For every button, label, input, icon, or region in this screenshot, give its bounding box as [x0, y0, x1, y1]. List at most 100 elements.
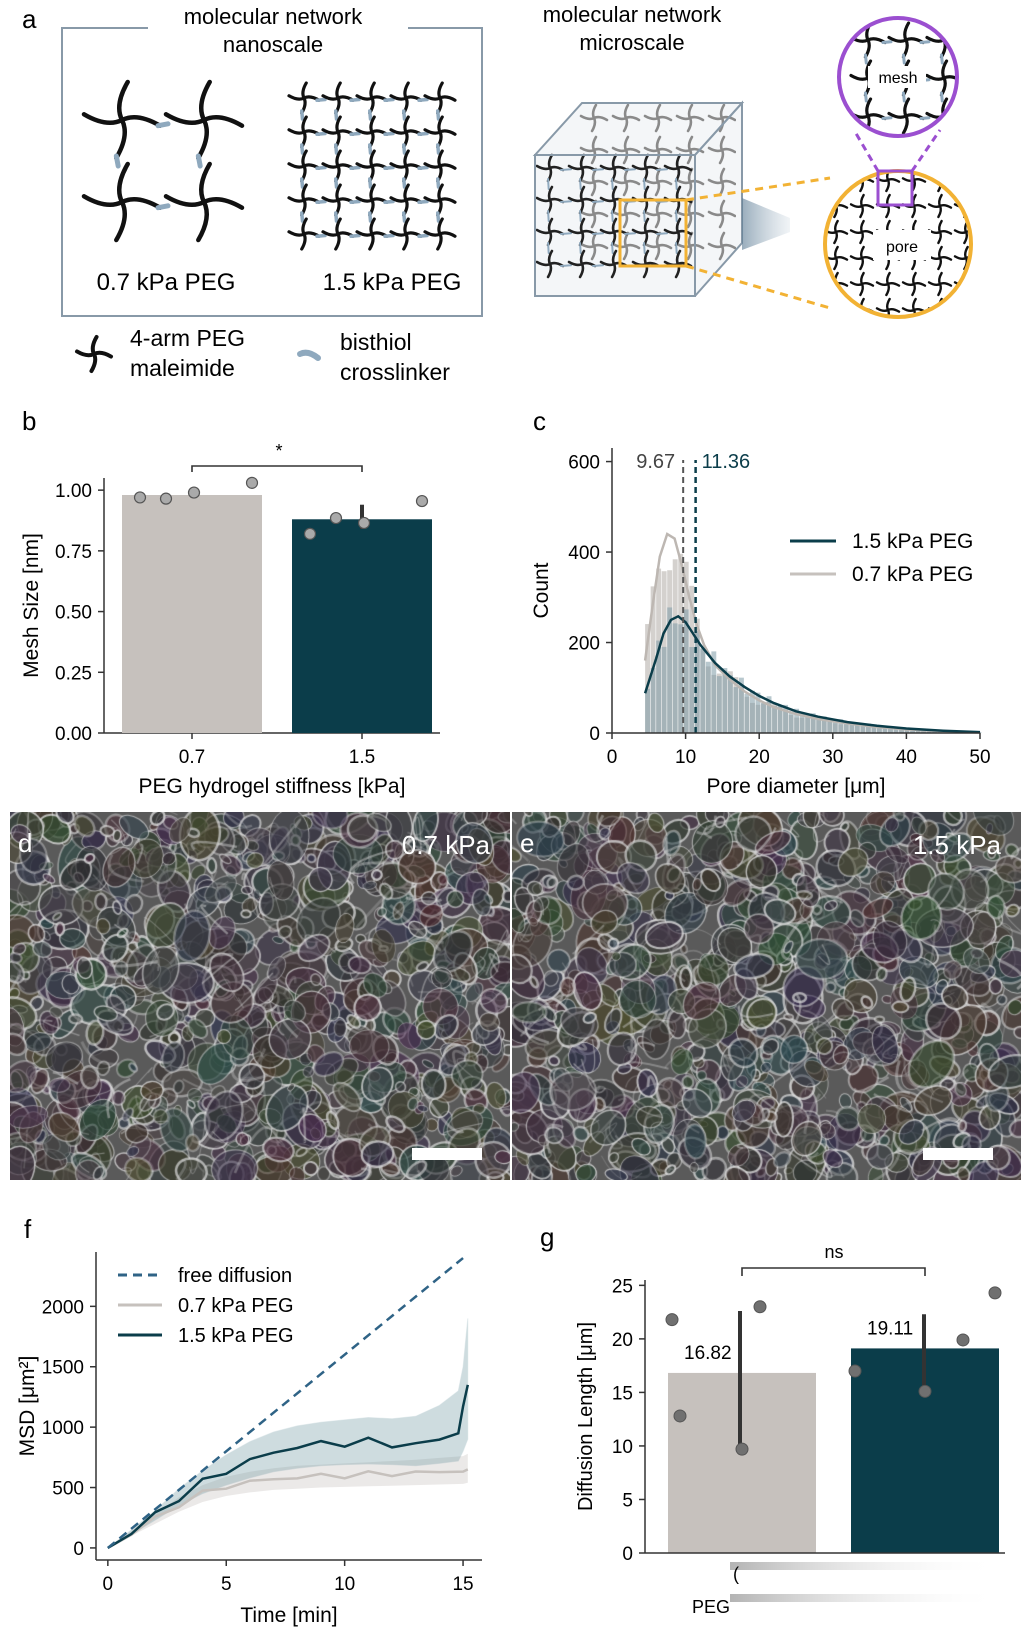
peg-node: [567, 153, 597, 183]
data-point: [329, 511, 343, 525]
data-point: [988, 1286, 1002, 1300]
peg-node: [643, 167, 673, 197]
panel-f-letter: f: [24, 1214, 32, 1244]
peg-node: [611, 231, 641, 261]
peg-node: [643, 103, 673, 133]
crosslinker-link: [579, 178, 582, 190]
hist-bar-stiff: [722, 668, 728, 733]
hist-bar-stiff: [777, 705, 783, 733]
panel-g-letter: g: [540, 1222, 554, 1252]
chart-g-diffusion-length: g 16.82 19.11 0 5 10 15 20 25 ns (PEG Diffusion Len…: [540, 1222, 1005, 1617]
crosslinker-link: [417, 97, 429, 102]
sem-image-soft: d 0.7 kPa: [10, 812, 510, 1180]
y-tick-label: 0.50: [55, 603, 92, 624]
faded-tick-area: [730, 1594, 1000, 1602]
hist-bar-stiff: [661, 646, 667, 733]
peg-node: [849, 245, 875, 271]
crosslinker-link: [592, 264, 604, 267]
sem-texture-stiff: [512, 812, 1021, 1180]
soft-network-label: 0.7 kPa PEG: [97, 269, 236, 296]
peg-node: [631, 217, 661, 247]
nanoscale-box: [61, 27, 483, 317]
y-tick-label: 0: [589, 724, 600, 745]
hist-bar-stiff: [672, 623, 678, 733]
x-tick-label: 0.7: [179, 747, 205, 768]
chart-b-mesh-size: b 0.00 0.25 0.50 0.75 1.00 0.7 1.5 * PEG hydrogel…: [20, 406, 440, 798]
x-axis-label: Pore diameter [μm]: [707, 775, 886, 798]
x-tick-label: 15: [452, 1574, 473, 1595]
hist-bar-stiff: [700, 648, 706, 733]
crosslinker-link: [436, 143, 441, 155]
data-point: [159, 492, 173, 505]
stiff-network-diagram: [287, 81, 457, 251]
microscale-cube: [532, 100, 790, 297]
y-axis-label: Diffusion Length [μm]: [575, 1322, 597, 1511]
peg-node: [631, 249, 661, 279]
crosslinker-link: [383, 199, 395, 204]
pore-zoom-circle: pore: [823, 169, 973, 319]
peg-node: [927, 193, 953, 219]
hist-bar-stiff: [656, 640, 662, 733]
y-tick-label: 20: [612, 1330, 633, 1351]
hist-bar-stiff: [689, 647, 695, 733]
crosslinker-link: [155, 203, 171, 211]
crosslinker-link: [315, 97, 327, 102]
peg-node: [875, 271, 901, 297]
median-label-stiff: 11.36: [702, 451, 751, 473]
y-tick-label: 5: [622, 1490, 633, 1511]
y-tick-label: 15: [612, 1383, 633, 1404]
peg-node: [81, 79, 163, 161]
panel-a-letter: a: [22, 4, 37, 34]
legend-label: 1.5 kPa PEG: [178, 1325, 294, 1347]
crosslinker-icon: [297, 349, 321, 361]
data-point: [245, 476, 259, 489]
legend-label: 0.7 kPa PEG: [178, 1295, 294, 1317]
significance-label: ns: [824, 1242, 843, 1262]
panel-a-schematic: a molecular network nanoscale 0.7 kPa PE…: [22, 2, 973, 385]
crosslinker-link: [901, 91, 906, 103]
peg-node: [643, 199, 673, 229]
y-axis-label: Count: [530, 562, 553, 618]
hist-bar-stiff: [738, 677, 744, 733]
y-tick-label: 400: [568, 543, 600, 564]
crosslinker-link: [547, 210, 550, 222]
bar-1.5: [292, 519, 432, 733]
cut-axis-label: PEG: [692, 1597, 730, 1617]
peg-node: [355, 149, 389, 183]
peg-node: [631, 153, 661, 183]
crosslinker-link: [402, 109, 407, 121]
peg-node: [355, 81, 389, 115]
crosslinker-link: [300, 177, 305, 189]
peg-node: [579, 167, 609, 197]
peg-node: [901, 297, 927, 317]
hist-bar-stiff: [694, 631, 700, 733]
y-tick-label: 600: [568, 453, 600, 474]
x-tick-label: 0: [607, 747, 618, 768]
data-point: [735, 1442, 749, 1456]
significance-label: *: [275, 441, 282, 461]
data-point: [187, 486, 201, 499]
crosslinker-link: [939, 53, 944, 65]
peg-node: [579, 231, 609, 261]
y-tick-label: 500: [52, 1479, 84, 1500]
data-point: [357, 516, 371, 530]
y-tick-label: 10: [612, 1437, 633, 1458]
hist-bar-stiff: [838, 719, 844, 733]
hist-bar-stiff: [727, 675, 733, 733]
hist-bar-stiff: [882, 726, 888, 733]
crosslinker-link: [402, 211, 407, 223]
peg-node: [321, 149, 355, 183]
peg-node: [599, 153, 629, 183]
panel-d-letter: d: [18, 828, 33, 858]
crosslinker-link: [436, 211, 441, 223]
crosslinker-link: [334, 177, 339, 189]
data-point: [848, 1364, 862, 1378]
x-tick-label: 10: [675, 747, 696, 768]
microscale-title-line1: molecular network: [543, 2, 723, 27]
crosslinker-link: [560, 200, 572, 203]
hist-bar-stiff: [766, 696, 772, 733]
hist-bar-stiff: [854, 723, 860, 733]
hist-bar-stiff: [832, 721, 838, 733]
x-tick-label: 5: [221, 1574, 232, 1595]
sem-label-stiff: 1.5 kPa: [912, 830, 1001, 860]
